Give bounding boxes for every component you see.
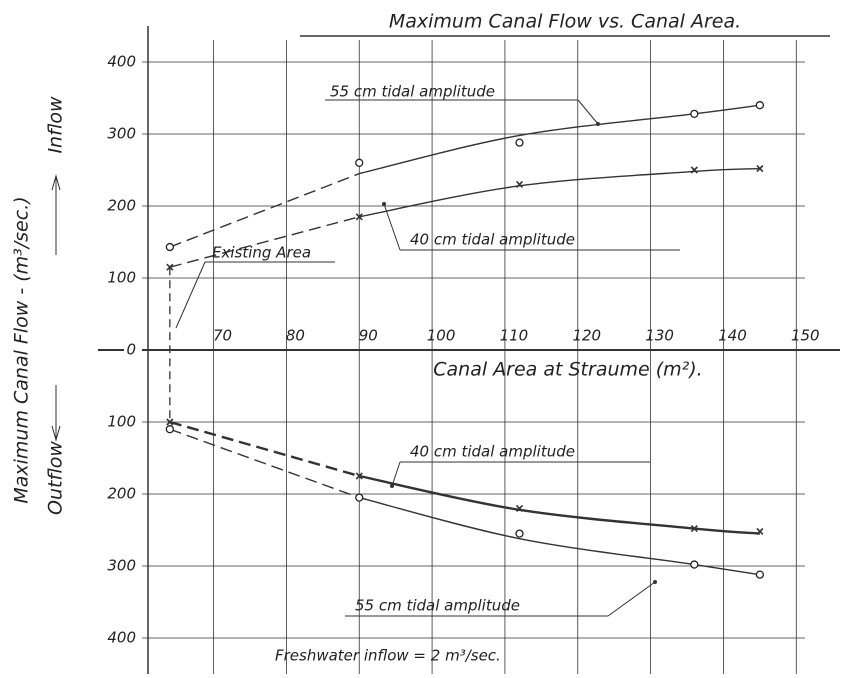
x-tick-label: 120: [572, 327, 601, 345]
x-tick-label: 110: [500, 327, 529, 345]
data-point: [690, 166, 698, 174]
fit-curve: [359, 104, 760, 175]
y-axis-label: Maximum Canal Flow - (m³/sec.): [11, 196, 33, 503]
x-tick-label: 70: [213, 327, 232, 345]
x-tick-label: 100: [427, 327, 456, 345]
x-tick-label: 90: [359, 327, 378, 345]
data-point: [515, 138, 524, 147]
x-tick-label: 150: [791, 327, 820, 345]
data-point: [165, 242, 175, 252]
y-tick-label: 400: [107, 53, 136, 71]
annotation: Freshwater inflow = 2 m³/sec.: [275, 647, 501, 665]
series-label: 55 cm tidal amplitude: [355, 597, 520, 615]
y-tick-label: 0: [126, 341, 136, 359]
x-axis-label: Canal Area at Straume (m²).: [433, 359, 702, 381]
fit-curve: [359, 496, 760, 576]
data-point: [690, 524, 698, 533]
inflow-arrow-head: [51, 174, 61, 191]
label-leader: [175, 261, 206, 329]
fit-curve: [358, 474, 760, 535]
fit-curve-dashed: [169, 172, 360, 248]
data-point: [756, 164, 764, 173]
data-point: [515, 504, 524, 512]
y-tick-label: 400: [107, 629, 136, 647]
label-leader: [607, 581, 656, 617]
data-point: [515, 529, 524, 538]
data-point: [755, 570, 765, 579]
data-point: [755, 101, 765, 110]
leader-arrow-tip: [653, 580, 657, 584]
data-point: [355, 158, 364, 167]
y-tick-label: 100: [107, 269, 136, 287]
y-tick-label: 300: [107, 125, 136, 143]
chart-title: Maximum Canal Flow vs. Canal Area.: [389, 11, 741, 33]
fit-curve-dashed: [169, 428, 360, 499]
fit-curve-dashed: [169, 216, 360, 268]
data-point: [690, 109, 699, 118]
x-tick-label: 130: [645, 327, 674, 345]
leader-arrow-tip: [382, 202, 386, 206]
fit-curve: [359, 167, 760, 218]
data-point: [756, 527, 764, 536]
data-point: [690, 560, 699, 569]
series-label: 55 cm tidal amplitude: [330, 83, 495, 101]
y-tick-label: 100: [107, 413, 136, 431]
label-leader: [383, 203, 401, 251]
label-leader: [577, 99, 599, 125]
x-tick-label: 140: [718, 327, 747, 345]
series-label: 40 cm tidal amplitude: [410, 231, 575, 249]
data-point: [515, 180, 524, 188]
x-tick-label: 80: [286, 327, 305, 345]
leader-arrow-tip: [390, 484, 394, 488]
label-leader: [391, 461, 401, 487]
series-label: 40 cm tidal amplitude: [410, 443, 575, 461]
y-tick-label: 200: [107, 485, 136, 503]
outflow-arrow-head: [51, 425, 61, 442]
fit-curve-dashed: [169, 420, 360, 478]
inflow-label: Inflow: [45, 96, 67, 154]
outflow-label: Outflow: [45, 441, 67, 515]
data-point: [166, 418, 174, 426]
data-point: [355, 213, 363, 221]
data-point: [165, 425, 175, 434]
annotation: Existing Area: [212, 244, 311, 262]
y-tick-label: 300: [107, 557, 136, 575]
data-point: [355, 493, 364, 502]
data-point: [355, 472, 363, 480]
leader-arrow-tip: [596, 122, 600, 126]
y-tick-label: 200: [107, 197, 136, 215]
